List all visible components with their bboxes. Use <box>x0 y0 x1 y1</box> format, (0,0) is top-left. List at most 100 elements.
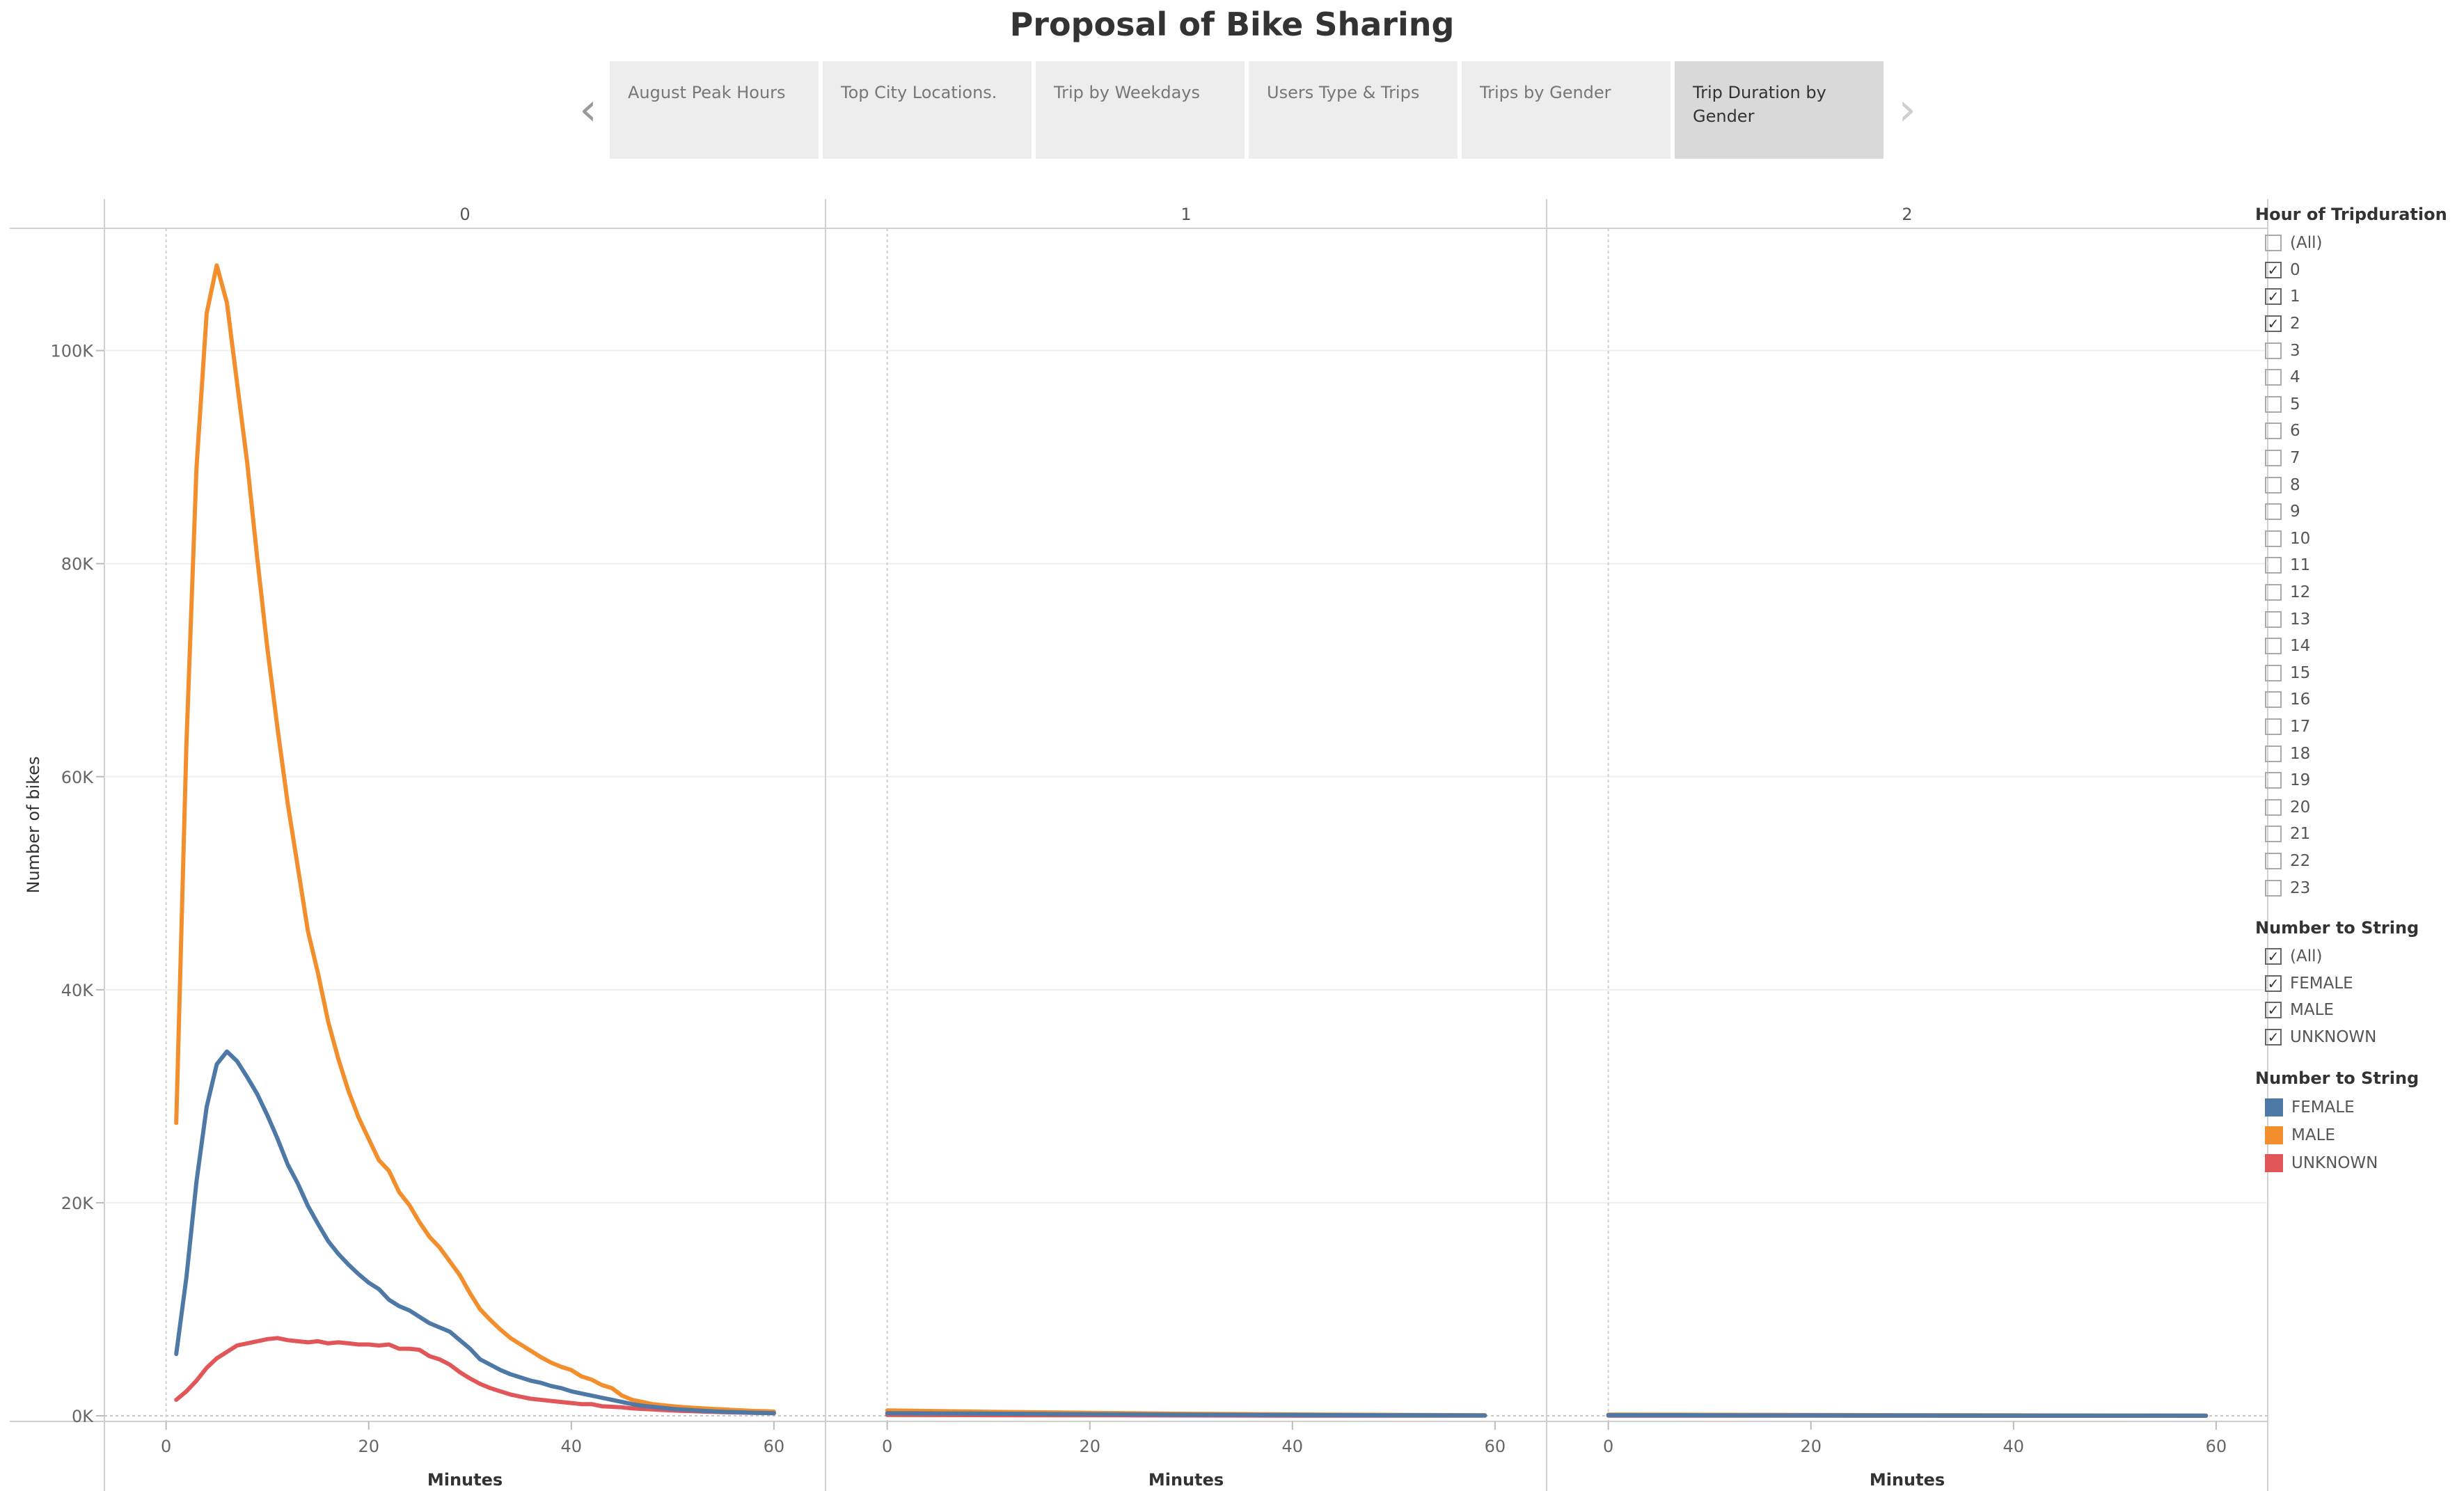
checkbox-icon[interactable] <box>2265 879 2282 897</box>
filter-option[interactable]: 16 <box>2255 686 2457 713</box>
x-tick-label: 60 <box>764 1437 785 1456</box>
checkbox-checked-icon[interactable]: ✓ <box>2265 948 2282 965</box>
filter-option-label: 12 <box>2290 583 2311 602</box>
legend-title: Number to String <box>2255 1068 2419 1089</box>
filter-option-label: 3 <box>2290 341 2300 360</box>
checkbox-icon[interactable] <box>2265 450 2282 467</box>
filter-option[interactable]: 20 <box>2255 794 2457 821</box>
x-tick-label: 60 <box>1485 1437 1506 1456</box>
filter-option[interactable]: 22 <box>2255 848 2457 875</box>
filter-option[interactable]: ✓ 0 <box>2255 257 2457 284</box>
filter-option-label: 22 <box>2290 851 2311 870</box>
filter-option[interactable]: (All) <box>2255 230 2457 257</box>
filter-option[interactable]: 21 <box>2255 821 2457 848</box>
checkbox-icon[interactable] <box>2265 664 2282 681</box>
story-tab[interactable]: Trips by Gender <box>1462 61 1671 159</box>
hour-filter-title: Hour of Tripduration <box>2255 205 2447 224</box>
legend-label: UNKNOWN <box>2291 1154 2378 1173</box>
x-tick-label: 60 <box>2206 1437 2227 1456</box>
checkbox-icon[interactable] <box>2265 584 2282 601</box>
x-tick-label: 40 <box>561 1437 583 1456</box>
checkbox-icon[interactable] <box>2265 235 2282 252</box>
story-tab[interactable]: August Peak Hours <box>610 61 819 159</box>
checkbox-checked-icon[interactable]: ✓ <box>2265 1002 2282 1019</box>
checkbox-icon[interactable] <box>2265 395 2282 413</box>
checkbox-icon[interactable] <box>2265 530 2282 547</box>
filter-option[interactable]: 11 <box>2255 552 2457 579</box>
filter-option-label: 10 <box>2290 529 2311 548</box>
y-tick-label: 60K <box>61 768 95 787</box>
filter-option[interactable]: 5 <box>2255 391 2457 418</box>
legend-label: FEMALE <box>2291 1098 2355 1117</box>
filter-option[interactable]: 18 <box>2255 740 2457 767</box>
checkbox-icon[interactable] <box>2265 638 2282 655</box>
filter-option[interactable]: 23 <box>2255 874 2457 901</box>
checkbox-checked-icon[interactable]: ✓ <box>2265 261 2282 278</box>
checkbox-icon[interactable] <box>2265 826 2282 843</box>
story-tab[interactable]: Users Type & Trips <box>1249 61 1458 159</box>
checkbox-icon[interactable] <box>2265 772 2282 789</box>
chevron-right-icon[interactable]: › <box>1898 84 1916 136</box>
series-line-unknown <box>885 1412 1487 1418</box>
y-tick-label: 100K <box>50 342 94 361</box>
filter-option[interactable]: ✓ UNKNOWN <box>2255 1024 2457 1051</box>
filter-option-label: 17 <box>2290 717 2311 736</box>
legend-item[interactable]: MALE <box>2255 1121 2457 1149</box>
filter-option[interactable]: ✓ 2 <box>2255 310 2457 338</box>
checkbox-icon[interactable] <box>2265 423 2282 440</box>
filter-option[interactable]: 13 <box>2255 606 2457 633</box>
legend-item[interactable]: UNKNOWN <box>2255 1149 2457 1177</box>
filter-option[interactable]: 8 <box>2255 471 2457 498</box>
filter-option-label: 1 <box>2290 287 2300 306</box>
filter-option-label: 2 <box>2290 315 2300 333</box>
checkbox-icon[interactable] <box>2265 718 2282 735</box>
checkbox-checked-icon[interactable]: ✓ <box>2265 1028 2282 1046</box>
legend-swatch <box>2265 1098 2283 1117</box>
filter-option[interactable]: 17 <box>2255 713 2457 741</box>
checkbox-icon[interactable] <box>2265 476 2282 494</box>
filter-option[interactable]: 3 <box>2255 337 2457 364</box>
checkbox-icon[interactable] <box>2265 852 2282 869</box>
checkbox-icon[interactable] <box>2265 798 2282 816</box>
x-tick-label: 40 <box>1282 1437 1304 1456</box>
story-tab[interactable]: Trip by Weekdays <box>1036 61 1245 159</box>
filter-option[interactable]: 14 <box>2255 633 2457 660</box>
checkbox-icon[interactable] <box>2265 369 2282 386</box>
filter-option[interactable]: 12 <box>2255 579 2457 606</box>
filter-option-label: 13 <box>2290 610 2311 629</box>
filter-option[interactable]: ✓ (All) <box>2255 943 2457 970</box>
checkbox-icon[interactable] <box>2265 503 2282 521</box>
checkbox-icon[interactable] <box>2265 691 2282 709</box>
filter-option-label: 23 <box>2290 878 2311 897</box>
legend-item[interactable]: FEMALE <box>2255 1094 2457 1121</box>
story-tab[interactable]: Trip Duration by Gender <box>1675 61 1883 159</box>
filter-option[interactable]: 10 <box>2255 526 2457 553</box>
story-tab[interactable]: Top City Locations. <box>823 61 1032 159</box>
checkbox-icon[interactable] <box>2265 610 2282 628</box>
checkbox-checked-icon[interactable]: ✓ <box>2265 975 2282 992</box>
checkbox-icon[interactable] <box>2265 557 2282 574</box>
x-tick-label: 0 <box>882 1437 892 1456</box>
page-title: Proposal of Bike Sharing <box>1009 6 1455 43</box>
checkbox-icon[interactable] <box>2265 342 2282 359</box>
checkbox-icon[interactable] <box>2265 745 2282 762</box>
filter-option-label: 0 <box>2290 260 2300 279</box>
filter-option[interactable]: ✓ MALE <box>2255 997 2457 1024</box>
checkbox-checked-icon[interactable]: ✓ <box>2265 288 2282 306</box>
filter-option[interactable]: 4 <box>2255 364 2457 391</box>
x-tick-label: 0 <box>1603 1437 1613 1456</box>
chevron-left-icon[interactable]: ‹ <box>579 84 597 136</box>
series-line-unknown <box>174 1336 776 1416</box>
panel-header: 0 <box>459 205 470 224</box>
filter-option[interactable]: 15 <box>2255 660 2457 687</box>
hour-filter: (All) ✓ 0 ✓ 1 ✓ 2 3 4 5 6 7 8 9 10 11 12 13 14 15 16 17 18 19 20… <box>2255 230 2457 901</box>
filter-option[interactable]: 9 <box>2255 498 2457 526</box>
filter-option[interactable]: 19 <box>2255 767 2457 794</box>
filter-option[interactable]: ✓ 1 <box>2255 283 2457 310</box>
filter-option[interactable]: 6 <box>2255 418 2457 445</box>
filter-option[interactable]: ✓ FEMALE <box>2255 970 2457 997</box>
side-panel: Hour of Tripduration (All) ✓ 0 ✓ 1 ✓ 2 3 4 5 6 7 8 9 1… <box>2255 202 2457 1177</box>
series-line-male <box>1606 1412 2209 1418</box>
filter-option[interactable]: 7 <box>2255 445 2457 472</box>
checkbox-checked-icon[interactable]: ✓ <box>2265 315 2282 333</box>
